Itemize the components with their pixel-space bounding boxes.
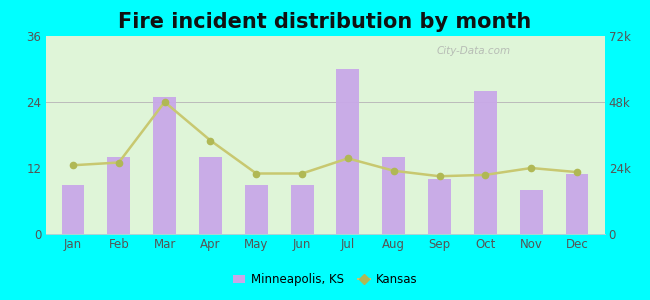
Bar: [520, 190, 543, 234]
Bar: [566, 173, 588, 234]
Legend: Minneapolis, KS, Kansas: Minneapolis, KS, Kansas: [228, 269, 422, 291]
Bar: [474, 91, 497, 234]
Bar: [62, 184, 84, 234]
Bar: [153, 97, 176, 234]
Bar: [291, 184, 313, 234]
Text: City-Data.com: City-Data.com: [437, 46, 511, 56]
Bar: [337, 69, 359, 234]
Bar: [107, 157, 130, 234]
Bar: [428, 179, 451, 234]
Bar: [245, 184, 268, 234]
Bar: [199, 157, 222, 234]
Bar: [382, 157, 405, 234]
Title: Fire incident distribution by month: Fire incident distribution by month: [118, 12, 532, 32]
